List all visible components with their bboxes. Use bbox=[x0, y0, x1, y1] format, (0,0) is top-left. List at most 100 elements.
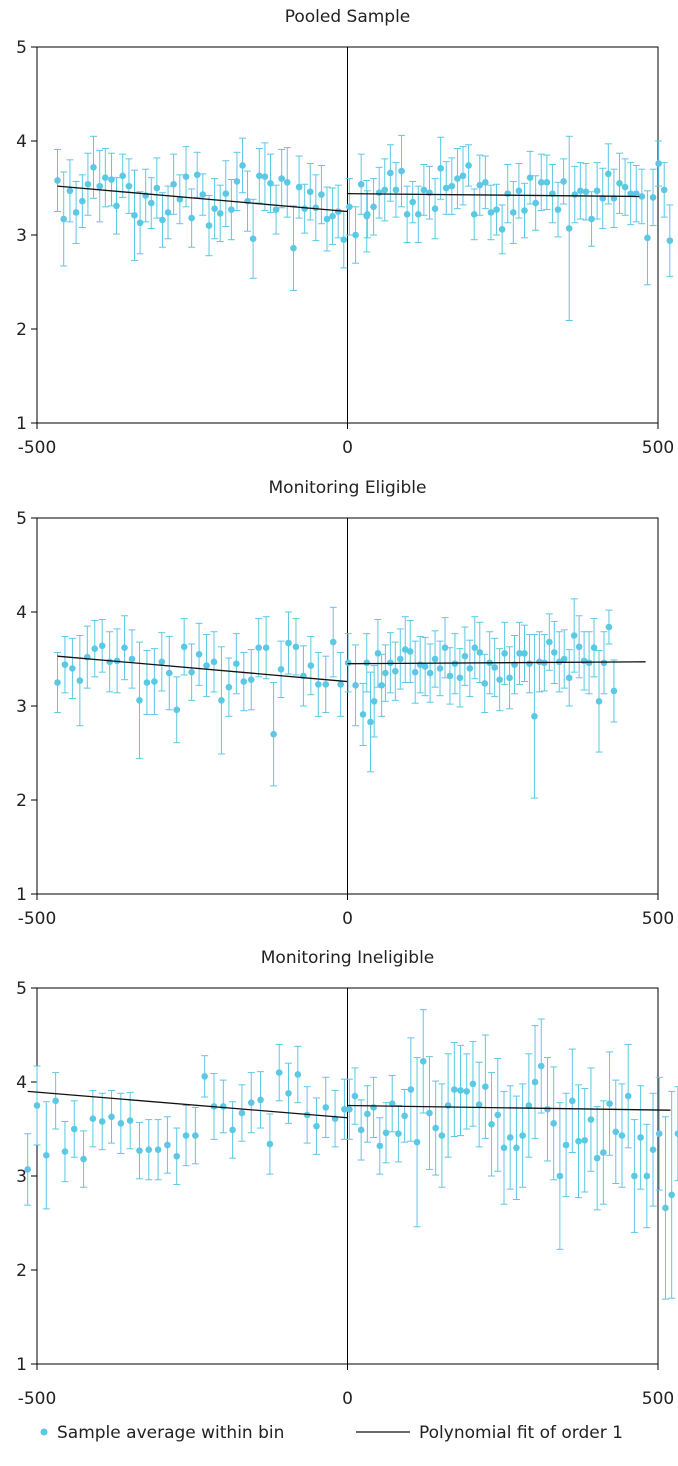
bin-mean-marker bbox=[173, 1152, 181, 1160]
bin-point bbox=[476, 154, 484, 216]
bin-point bbox=[381, 644, 389, 702]
bin-mean-marker bbox=[519, 1132, 526, 1139]
bin-point bbox=[392, 162, 400, 218]
legend: Sample average within bin Polynomial fit… bbox=[40, 1423, 623, 1443]
y-tick-label: 1 bbox=[16, 1355, 27, 1375]
bin-mean-marker bbox=[216, 210, 224, 217]
bin-mean-marker bbox=[249, 235, 257, 243]
bin-mean-marker bbox=[606, 1100, 613, 1107]
bin-mean-marker bbox=[375, 189, 383, 196]
bin-point bbox=[222, 160, 230, 228]
bin-mean-marker bbox=[108, 1113, 115, 1121]
bin-point bbox=[312, 1097, 320, 1155]
bin-point bbox=[543, 1057, 551, 1162]
bin-point bbox=[655, 140, 663, 187]
bin-point bbox=[476, 621, 484, 683]
bin-point bbox=[543, 154, 551, 211]
bin-mean-marker bbox=[395, 1130, 402, 1137]
bin-mean-marker bbox=[388, 1100, 396, 1107]
bin-mean-marker bbox=[387, 169, 394, 177]
bin-point bbox=[500, 1090, 508, 1205]
bin-point bbox=[255, 618, 263, 678]
bin-point bbox=[470, 188, 478, 241]
bin-point bbox=[244, 170, 252, 232]
bin-point bbox=[24, 1133, 32, 1206]
bin-point bbox=[525, 1053, 533, 1158]
bin-point bbox=[550, 1066, 558, 1181]
bin-mean-marker bbox=[387, 659, 394, 667]
bin-point bbox=[649, 1092, 657, 1207]
bin-point bbox=[432, 1080, 440, 1176]
bin-point bbox=[98, 1092, 106, 1151]
bin-mean-marker bbox=[432, 1124, 439, 1132]
bin-point bbox=[426, 643, 434, 703]
panel-title: Monitoring Ineligible bbox=[261, 948, 435, 968]
bin-mean-marker bbox=[363, 659, 371, 667]
bin-point bbox=[375, 166, 383, 219]
bin-mean-marker bbox=[131, 211, 138, 219]
bin-point bbox=[494, 1058, 502, 1172]
bin-point bbox=[61, 635, 69, 694]
bin-point bbox=[612, 1079, 620, 1185]
bin-mean-marker bbox=[76, 677, 84, 684]
bin-point bbox=[170, 153, 178, 215]
bin-mean-marker bbox=[459, 172, 467, 180]
bin-mean-marker bbox=[600, 1149, 607, 1156]
bin-mean-marker bbox=[487, 209, 495, 216]
bin-point bbox=[344, 633, 352, 693]
bin-mean-marker bbox=[475, 1101, 483, 1108]
bin-point bbox=[261, 142, 269, 212]
bin-point bbox=[163, 1116, 171, 1174]
chart-panel-2: Monitoring Eligible 1 2 3 4 5 -500 0 500 bbox=[16, 478, 674, 929]
bin-point bbox=[307, 635, 315, 696]
bin-point bbox=[130, 169, 138, 261]
x-tick-label: 0 bbox=[342, 1389, 353, 1409]
bin-point bbox=[491, 637, 499, 698]
bin-mean-marker bbox=[624, 1092, 632, 1100]
bin-point bbox=[232, 633, 240, 695]
bin-point bbox=[388, 1074, 396, 1133]
bin-mean-marker bbox=[581, 1136, 589, 1144]
bin-mean-marker bbox=[504, 190, 512, 197]
bin-point bbox=[277, 640, 285, 699]
bin-mean-marker bbox=[266, 1140, 274, 1148]
bin-mean-marker bbox=[188, 668, 195, 676]
bin-point bbox=[285, 611, 293, 675]
bin-mean-marker bbox=[364, 1110, 371, 1118]
bin-point bbox=[496, 648, 504, 712]
bin-point bbox=[366, 671, 374, 773]
bin-point bbox=[193, 151, 201, 198]
bin-point bbox=[632, 164, 640, 223]
bin-point bbox=[582, 163, 590, 221]
bin-point bbox=[239, 137, 247, 194]
bin-mean-marker bbox=[341, 1105, 348, 1113]
bin-mean-marker bbox=[493, 206, 500, 213]
bin-point bbox=[599, 1100, 607, 1205]
bin-point bbox=[91, 619, 99, 678]
bin-point bbox=[70, 1100, 78, 1158]
bin-mean-marker bbox=[506, 674, 513, 682]
bin-point bbox=[352, 206, 360, 264]
bin-point bbox=[565, 649, 573, 707]
bin-mean-marker bbox=[195, 651, 203, 658]
bin-mean-marker bbox=[644, 234, 651, 242]
bin-mean-marker bbox=[392, 667, 399, 675]
bin-mean-marker bbox=[531, 1078, 539, 1086]
bin-point bbox=[61, 1120, 69, 1183]
bin-point bbox=[493, 183, 501, 236]
bin-mean-marker bbox=[182, 1132, 190, 1139]
bin-mean-marker bbox=[554, 206, 562, 213]
bin-mean-marker bbox=[668, 1191, 675, 1199]
bin-point bbox=[370, 178, 378, 236]
bin-point bbox=[142, 168, 150, 223]
bin-mean-marker bbox=[662, 1204, 669, 1212]
bin-point bbox=[396, 628, 404, 690]
bin-point bbox=[363, 633, 371, 693]
bin-mean-marker bbox=[84, 180, 92, 188]
bin-mean-marker bbox=[61, 1148, 69, 1155]
bin-point bbox=[550, 620, 558, 684]
bin-mean-marker bbox=[513, 1144, 520, 1152]
bin-point bbox=[150, 648, 158, 715]
bin-mean-marker bbox=[546, 638, 553, 646]
bin-mean-marker bbox=[256, 172, 263, 180]
